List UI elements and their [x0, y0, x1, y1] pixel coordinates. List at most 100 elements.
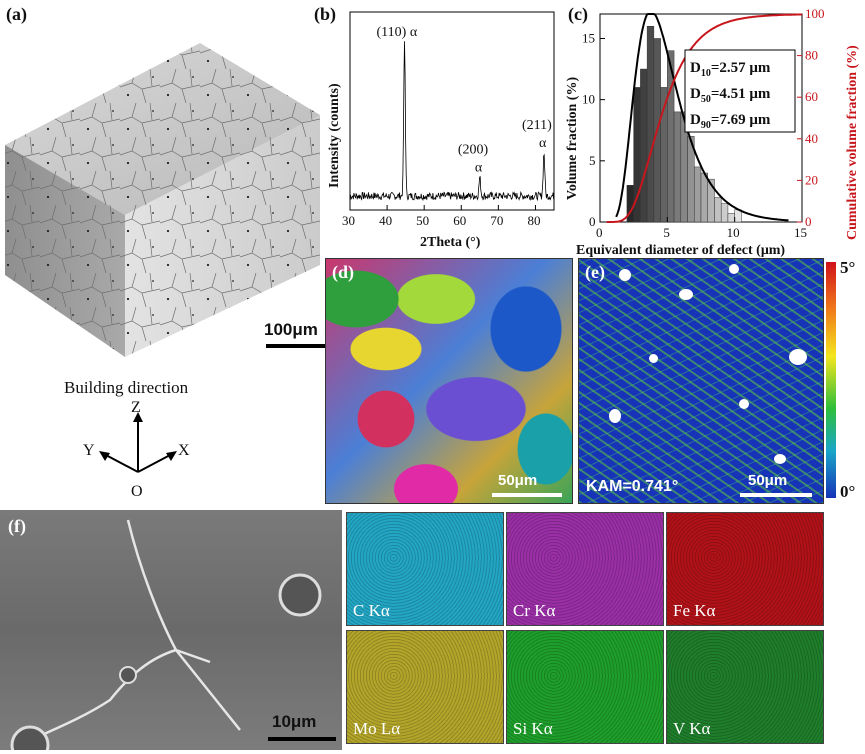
sem-image: [0, 510, 342, 750]
axis-origin-label: O: [131, 483, 143, 500]
hist-y-tick-label: 5: [589, 153, 596, 168]
pore: [10, 725, 50, 750]
d-value-label: D90=7.69 μm: [690, 112, 771, 131]
hist-y2-tick-label: 20: [805, 172, 818, 187]
d-values-box: [684, 49, 796, 133]
panel-e-scale-line: [740, 493, 812, 497]
defect-blob: [789, 349, 807, 365]
scale-bar-line: [266, 344, 326, 348]
kam-value-label: KAM=0.741°: [586, 478, 679, 495]
hist-ylabel: Volume fraction (%): [565, 77, 580, 200]
eds-map-label: V Kα: [673, 719, 711, 738]
xrd-chart: 30 40 50 60 70 80 (110) α (200) α (211) α 2Theta …: [327, 11, 555, 250]
eds-map-label: Cr Kα: [513, 601, 556, 620]
xrd-x-tick-label: 60: [453, 213, 466, 228]
hist-x-tick-label: 10: [727, 225, 740, 240]
pore: [119, 666, 137, 684]
kam-colorbar: [826, 262, 836, 498]
hist-y-tick-label: 10: [582, 92, 595, 107]
defect-blob: [649, 354, 658, 363]
panel-f-scale-label: 10μm: [272, 712, 317, 731]
eds-map-tile: Cr Kα: [506, 512, 664, 626]
hist-y2-tick-label: 40: [805, 131, 818, 146]
kam-map: [578, 258, 824, 504]
eds-map-label: C Kα: [353, 601, 390, 620]
panel-f-label: (f): [8, 516, 26, 536]
xrd-peak-phase: α: [539, 136, 547, 151]
eds-map-tile: Si Kα: [506, 630, 664, 744]
xrd-peak-label: (110) α: [377, 25, 418, 40]
panel-a-label: (a): [6, 4, 27, 24]
colorbar-min-label: 0°: [840, 482, 856, 501]
histogram-bar: [714, 197, 722, 223]
ipf-map: [325, 258, 573, 504]
eds-map-label: Si Kα: [513, 719, 553, 738]
axis-x-label: X: [178, 442, 190, 459]
hist-y2-tick-label: 80: [805, 48, 818, 63]
grain-boundary: [19, 519, 241, 747]
xrd-xlabel: 2Theta (°): [420, 235, 481, 250]
eds-map-label: Mo Lα: [353, 719, 401, 738]
defect-blob: [729, 264, 739, 274]
eds-map-tile: Fe Kα: [666, 512, 824, 626]
pore: [278, 573, 322, 617]
panel-c-label: (c): [568, 4, 588, 24]
histogram-bar: [640, 68, 648, 223]
xrd-frame: [349, 11, 555, 211]
xrd-peak-phase: α: [475, 161, 483, 176]
panel-d-scale-line: [492, 493, 562, 497]
cube-micrograph: [5, 43, 320, 357]
panel-e-label: (e): [585, 262, 605, 282]
histogram-bar: [673, 111, 682, 223]
scale-bar-label: 100μm: [264, 320, 318, 339]
hist-xlabel: Equivalent diameter of defect (μm): [576, 243, 785, 258]
histogram-bar: [727, 213, 735, 223]
xrd-peak-label: (200): [458, 143, 489, 158]
xrd-x-tick-label: 30: [342, 213, 355, 228]
hist-y-tick-label: 0: [589, 214, 596, 229]
colorbar-max-label: 5°: [840, 258, 856, 277]
eds-map-label: Fe Kα: [673, 601, 716, 620]
cumulative-curve: [606, 13, 803, 223]
panel-d-label: (d): [332, 262, 354, 282]
histogram-bar: [694, 166, 702, 223]
hist-x-tick-label: 15: [794, 225, 807, 240]
defect-blob: [609, 409, 621, 423]
panel-d-scale-label: 50μm: [498, 472, 538, 489]
d-value-label: D50=4.51 μm: [690, 86, 771, 105]
xrd-x-tick-label: 80: [527, 213, 540, 228]
panel-b-label: (b): [314, 4, 336, 24]
xrd-peak-label: (211): [522, 118, 552, 133]
defect-blob: [739, 399, 749, 409]
xrd-x-tick-label: 40: [379, 213, 392, 228]
hist-y2-tick-label: 100: [805, 6, 825, 21]
histogram-bar: [646, 25, 655, 223]
xrd-ylabel: Intensity (counts): [327, 83, 342, 188]
panel-f-scale-line: [268, 737, 336, 741]
hist-ylabel-right: Cumulative volume fraction (%): [845, 45, 860, 240]
xrd-x-tick-label: 70: [490, 213, 503, 228]
defect-blob: [679, 289, 693, 300]
histogram-bar: [720, 203, 729, 223]
xrd-x-tick-label: 50: [416, 213, 429, 228]
panel-e-scale-label: 50μm: [748, 472, 788, 489]
hist-y2-tick-label: 60: [805, 89, 818, 104]
xrd-pattern-line: [349, 41, 554, 202]
hist-y-tick-label: 15: [582, 30, 595, 45]
hist-x-tick-label: 0: [596, 225, 603, 240]
building-direction-label: Building direction: [64, 378, 189, 397]
hist-y2-tick-label: 0: [805, 214, 812, 229]
axis-y-label: Y: [83, 442, 95, 459]
histogram-bar: [700, 172, 708, 223]
d-value-label: D10=2.57 μm: [690, 60, 771, 79]
eds-map-tile: V Kα: [666, 630, 824, 744]
defect-blob: [619, 269, 631, 281]
defect-blob: [774, 454, 786, 464]
hist-x-tick-label: 5: [663, 225, 670, 240]
lognormal-fit-curve: [615, 13, 789, 222]
axis-z-label: Z: [131, 400, 141, 416]
axes-triad: Z Y X O: [83, 400, 190, 500]
eds-map-tile: C Kα: [346, 512, 504, 626]
eds-map-tile: Mo Lα: [346, 630, 504, 744]
